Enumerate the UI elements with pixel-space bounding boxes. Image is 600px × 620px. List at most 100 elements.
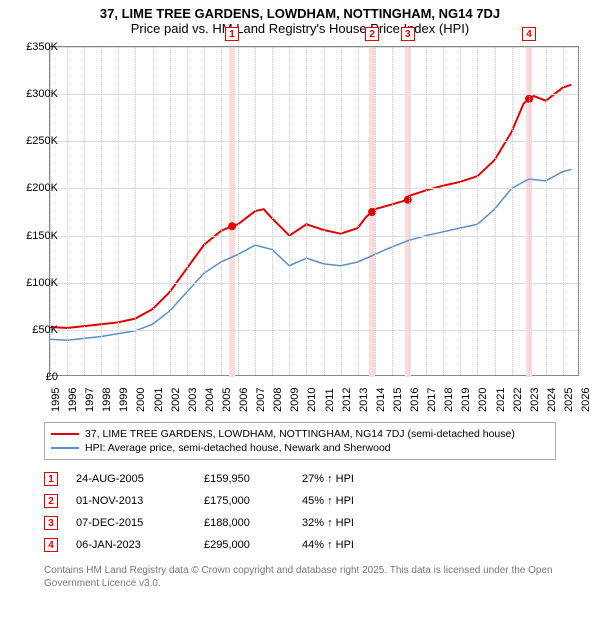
transaction-row: 3 07-DEC-2015 £188,000 32% ↑ HPI — [44, 512, 556, 534]
series-line — [50, 170, 571, 341]
y-axis-label: £300K — [14, 88, 58, 100]
x-axis-label: 2013 — [358, 382, 370, 412]
gridline — [477, 47, 478, 375]
gridline — [50, 283, 578, 284]
y-axis-label: £150K — [14, 230, 58, 242]
x-axis-label: 2014 — [375, 382, 387, 412]
sale-marker-label: 3 — [401, 27, 415, 41]
tx-diff: 27% ↑ HPI — [302, 473, 392, 485]
tx-marker: 3 — [44, 516, 58, 530]
x-axis-label: 2007 — [255, 382, 267, 412]
x-axis-label: 1996 — [67, 382, 79, 412]
gridline — [546, 47, 547, 375]
y-axis-label: £250K — [14, 135, 58, 147]
tx-date: 06-JAN-2023 — [76, 539, 186, 551]
gridline — [50, 330, 578, 331]
x-axis-label: 2026 — [580, 382, 592, 412]
x-axis-label: 2016 — [409, 382, 421, 412]
title-line2: Price paid vs. HM Land Registry's House … — [0, 21, 600, 36]
plot-area: £0£50K£100K£150K£200K£250K£300K£350K1995… — [49, 46, 579, 376]
x-axis-label: 1995 — [50, 382, 62, 412]
y-axis-label: £350K — [14, 41, 58, 53]
x-axis-label: 2025 — [563, 382, 575, 412]
gridline — [512, 47, 513, 375]
transaction-row: 201-NOV-2013£175,00045% ↑ HPI — [44, 490, 556, 512]
tx-price: £175,000 — [204, 495, 284, 507]
x-axis-label: 2017 — [426, 382, 438, 412]
x-axis-label: 2012 — [341, 382, 353, 412]
x-axis-label: 2023 — [529, 382, 541, 412]
legend-swatch — [51, 433, 79, 435]
sale-point — [228, 222, 236, 230]
tx-date: 01-NOV-2013 — [76, 495, 186, 507]
tx-diff: 32% ↑ HPI — [302, 517, 392, 529]
gridline — [187, 47, 188, 375]
tx-marker: 2 — [44, 494, 58, 508]
gridline — [50, 236, 578, 237]
gridline — [443, 47, 444, 375]
tx-date: 24-AUG-2005 — [76, 473, 186, 485]
gridline — [50, 47, 51, 375]
gridline — [101, 47, 102, 375]
series-line — [50, 85, 571, 328]
gridline — [84, 47, 85, 375]
gridline — [495, 47, 496, 375]
x-axis-label: 2004 — [204, 382, 216, 412]
sale-marker-label: 2 — [365, 27, 379, 41]
gridline — [563, 47, 564, 375]
legend: 37, LIME TREE GARDENS, LOWDHAM, NOTTINGH… — [44, 422, 556, 460]
gridline — [358, 47, 359, 375]
transaction-row: 1 24-AUG-2005 £159,950 27% ↑ HPI — [44, 468, 556, 490]
gridline — [170, 47, 171, 375]
legend-label: 37, LIME TREE GARDENS, LOWDHAM, NOTTINGH… — [85, 428, 515, 440]
gridline — [289, 47, 290, 375]
x-axis-label: 2000 — [135, 382, 147, 412]
tx-price: £188,000 — [204, 517, 284, 529]
gridline — [204, 47, 205, 375]
gridline — [529, 47, 530, 375]
gridline — [375, 47, 376, 375]
x-axis-label: 2010 — [306, 382, 318, 412]
gridline — [50, 47, 578, 48]
legend-item: HPI: Average price, semi-detached house,… — [51, 441, 549, 455]
footnote: Contains HM Land Registry data © Crown c… — [44, 564, 556, 590]
x-axis-label: 2008 — [272, 382, 284, 412]
gridline — [272, 47, 273, 375]
y-axis-label: £50K — [14, 324, 58, 336]
x-axis-label: 2022 — [512, 382, 524, 412]
tx-date: 07-DEC-2015 — [76, 517, 186, 529]
gridline — [153, 47, 154, 375]
tx-price: £159,950 — [204, 473, 284, 485]
legend-item: 37, LIME TREE GARDENS, LOWDHAM, NOTTINGH… — [51, 427, 549, 441]
x-axis-label: 2019 — [460, 382, 472, 412]
tx-marker: 4 — [44, 538, 58, 552]
tx-price: £295,000 — [204, 539, 284, 551]
tx-marker: 1 — [44, 472, 58, 486]
x-axis-label: 2006 — [238, 382, 250, 412]
gridline — [118, 47, 119, 375]
x-axis-label: 2020 — [477, 382, 489, 412]
legend-swatch — [51, 447, 79, 449]
sale-band — [229, 47, 235, 377]
x-axis-label: 2009 — [289, 382, 301, 412]
x-axis-label: 2005 — [221, 382, 233, 412]
x-axis-label: 2003 — [187, 382, 199, 412]
gridline — [221, 47, 222, 375]
gridline — [426, 47, 427, 375]
sale-marker-label: 1 — [225, 27, 239, 41]
gridline — [67, 47, 68, 375]
x-axis-label: 1997 — [84, 382, 96, 412]
sale-point — [404, 196, 412, 204]
chart-area: £0£50K£100K£150K£200K£250K£300K£350K1995… — [35, 38, 595, 418]
x-axis-label: 1999 — [118, 382, 130, 412]
sale-marker-label: 4 — [522, 27, 536, 41]
gridline — [392, 47, 393, 375]
x-axis-label: 2001 — [153, 382, 165, 412]
chart-title: 37, LIME TREE GARDENS, LOWDHAM, NOTTINGH… — [0, 0, 600, 38]
gridline — [409, 47, 410, 375]
x-axis-label: 2021 — [495, 382, 507, 412]
x-axis-label: 2002 — [170, 382, 182, 412]
gridline — [50, 141, 578, 142]
x-axis-label: 2011 — [324, 382, 336, 412]
gridline — [135, 47, 136, 375]
